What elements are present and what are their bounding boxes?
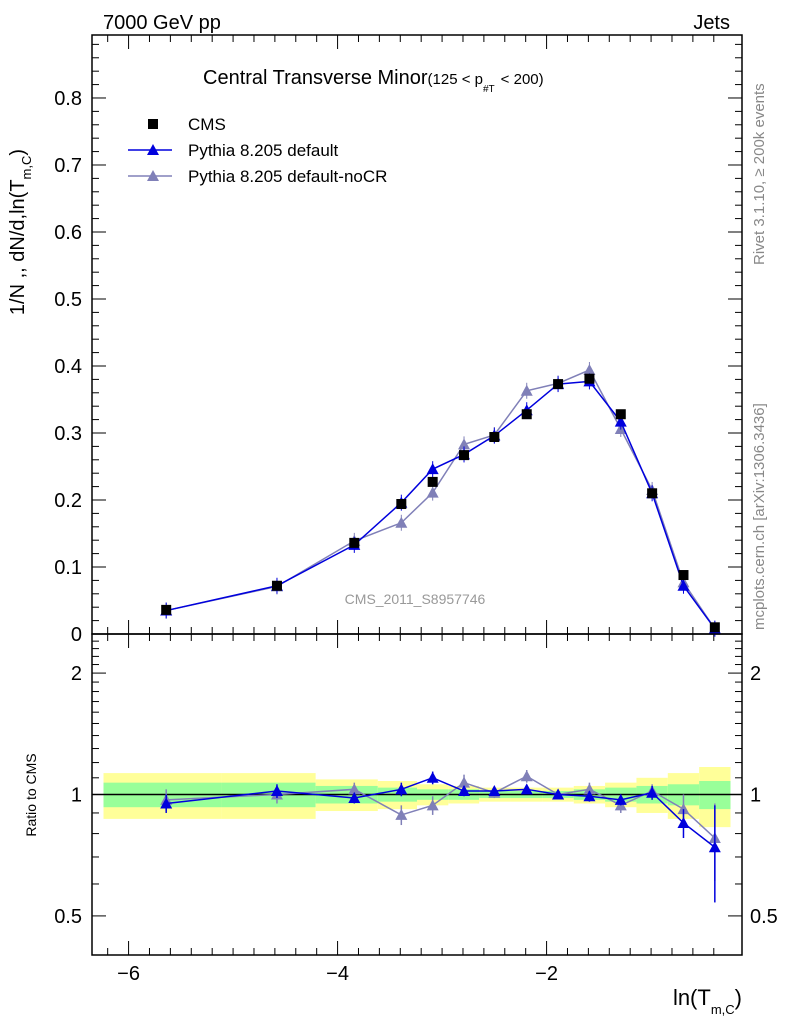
ratio-y-tick-label: 0.5: [54, 906, 82, 928]
ratio-marker-0: [614, 793, 627, 805]
y-axis-label: 1/N ,, dN/d,ln(Tm,C): [7, 149, 34, 315]
ratio-marker-0: [677, 816, 690, 828]
ratio-marker-0: [348, 792, 361, 804]
cms-marker: [271, 580, 282, 591]
series-marker-2: [583, 364, 596, 376]
legend-marker-1: [147, 144, 159, 155]
x-tick-label: −6: [117, 963, 140, 985]
y-tick-label: 0.3: [54, 423, 82, 445]
ratio-marker-0: [520, 783, 533, 795]
legend-label-0: CMS: [188, 115, 226, 134]
mcplots-label: mcplots.cern.ch [arXiv:1306.3436]: [751, 403, 768, 630]
ratio-y-tick-label: 1: [71, 785, 82, 807]
cms-marker: [521, 409, 532, 420]
ratio-marker-1: [520, 770, 533, 782]
cms-marker: [161, 604, 172, 615]
x-tick-label: −2: [535, 963, 558, 985]
cms-marker: [396, 499, 407, 510]
series-line-1: [166, 380, 716, 630]
cms-marker: [553, 379, 564, 390]
ratio-marker-1: [395, 808, 408, 820]
ratio-marker-1: [348, 783, 361, 795]
legend-label-1: Pythia 8.205 default: [188, 141, 339, 160]
series-marker-1: [614, 415, 627, 427]
ratio-marker-0: [708, 841, 721, 853]
y-tick-label: 0.2: [54, 490, 82, 512]
ratio-y-tick-label-right: 0.5: [750, 906, 778, 928]
cms-marker: [709, 622, 720, 633]
header-left: 7000 GeV pp: [103, 12, 221, 34]
ratio-marker-0: [583, 790, 596, 802]
cms-marker: [427, 476, 438, 487]
ratio-marker-0: [488, 785, 501, 797]
series-marker-2: [395, 516, 408, 528]
ratio-marker-0: [270, 785, 283, 797]
ratio-y-tick-label: 2: [71, 663, 82, 685]
legend-label-2: Pythia 8.205 default-noCR: [188, 167, 387, 186]
ratio-y-tick-label-right: 2: [750, 663, 761, 685]
series-marker-2: [520, 384, 533, 396]
y-tick-label: 0.8: [54, 88, 82, 110]
cms-marker: [584, 373, 595, 384]
series-marker-2: [426, 486, 439, 498]
cms-marker: [459, 450, 470, 461]
ratio-marker-0: [426, 771, 439, 783]
rivet-label: Rivet 3.1.10, ≥ 200k events: [751, 83, 768, 265]
ratio-marker-1: [426, 799, 439, 811]
legend-cms-marker: [148, 119, 158, 129]
y-tick-label: 0.7: [54, 155, 82, 177]
ratio-y-label: Ratio to CMS: [23, 753, 39, 836]
ratio-marker-1: [458, 776, 471, 788]
y-tick-label: 0.6: [54, 222, 82, 244]
ratio-marker-0: [552, 788, 565, 800]
ratio-marker-1: [677, 803, 690, 815]
plot-title: Central Transverse Minor(125 < p#T< 200): [203, 67, 544, 95]
cms-marker: [349, 537, 360, 548]
y-tick-label: 0.5: [54, 289, 82, 311]
cms-marker: [615, 409, 626, 420]
x-tick-label: −4: [326, 963, 349, 985]
legend: CMS Pythia 8.205 default Pythia 8.205 defa…: [128, 115, 387, 186]
cms-marker: [647, 488, 658, 499]
watermark: CMS_2011_S8957746: [345, 591, 486, 607]
series-marker-1: [426, 463, 439, 475]
series-line-2: [166, 369, 716, 630]
series-marker-2: [458, 438, 471, 450]
ratio-panel: −6 −4 −2 0.5 0.5 1 1 2 2: [54, 633, 778, 985]
ratio-marker-0: [395, 783, 408, 795]
y-tick-label: 0.4: [54, 356, 82, 378]
ratio-marker-0: [458, 785, 471, 797]
header-right: Jets: [693, 12, 730, 34]
ratio-marker-0: [646, 786, 659, 798]
ratio-y-tick-label-right: 1: [750, 785, 761, 807]
y-tick-label: 0.1: [54, 557, 82, 579]
main-panel: 0 0.1 0.2 0.3 0.4 0.5 0.6 0.7 0.8: [54, 34, 743, 955]
legend-marker-2: [147, 170, 159, 181]
ratio-line-0: [166, 776, 716, 848]
x-axis-label: ln(Tm,C): [673, 985, 742, 1017]
y-tick-label: 0: [71, 624, 82, 646]
ratio-marker-1: [583, 783, 596, 795]
cms-marker: [678, 570, 689, 581]
cms-marker: [489, 432, 500, 443]
series-marker-1: [677, 579, 690, 591]
ratio-marker-0: [160, 797, 173, 809]
